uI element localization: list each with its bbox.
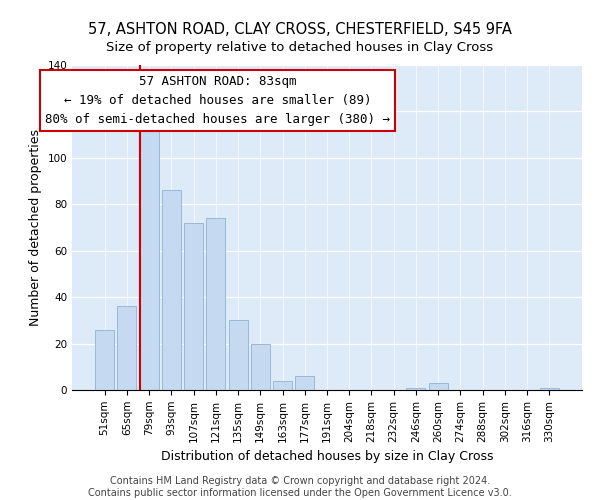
Text: Contains HM Land Registry data © Crown copyright and database right 2024.
Contai: Contains HM Land Registry data © Crown c… bbox=[88, 476, 512, 498]
Bar bbox=[118, 306, 136, 390]
Bar bbox=[273, 380, 292, 390]
Bar bbox=[295, 376, 314, 390]
Bar bbox=[206, 218, 225, 390]
Bar bbox=[540, 388, 559, 390]
Bar bbox=[140, 116, 158, 390]
Bar bbox=[162, 190, 181, 390]
Y-axis label: Number of detached properties: Number of detached properties bbox=[29, 129, 42, 326]
Bar bbox=[429, 383, 448, 390]
Text: Size of property relative to detached houses in Clay Cross: Size of property relative to detached ho… bbox=[106, 41, 494, 54]
Bar bbox=[184, 223, 203, 390]
Bar bbox=[95, 330, 114, 390]
X-axis label: Distribution of detached houses by size in Clay Cross: Distribution of detached houses by size … bbox=[161, 450, 493, 463]
Bar bbox=[406, 388, 425, 390]
Bar bbox=[251, 344, 270, 390]
Text: 57 ASHTON ROAD: 83sqm
← 19% of detached houses are smaller (89)
80% of semi-deta: 57 ASHTON ROAD: 83sqm ← 19% of detached … bbox=[45, 74, 390, 126]
Text: 57, ASHTON ROAD, CLAY CROSS, CHESTERFIELD, S45 9FA: 57, ASHTON ROAD, CLAY CROSS, CHESTERFIEL… bbox=[88, 22, 512, 38]
Bar bbox=[229, 320, 248, 390]
